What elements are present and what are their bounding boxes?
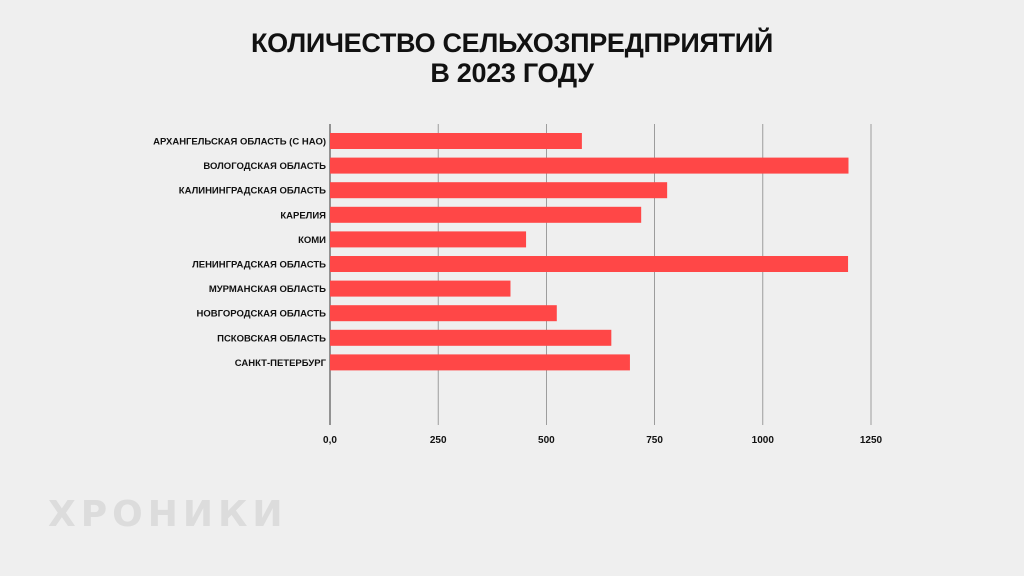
category-label: КАЛИНИНГРАДСКАЯ ОБЛАСТЬ <box>179 186 326 197</box>
bar <box>330 133 582 149</box>
x-tick-label: 250 <box>430 435 447 446</box>
category-label: ВОЛОГОДСКАЯ ОБЛАСТЬ <box>203 161 326 172</box>
x-tick-label: 500 <box>538 435 555 446</box>
bar <box>330 280 511 297</box>
bar <box>330 305 557 322</box>
category-label: САНКТ-ПЕТЕРБУРГ <box>235 358 327 369</box>
bar <box>330 206 642 223</box>
x-tick-label: 1000 <box>752 435 775 446</box>
chart-title: КОЛИЧЕСТВО СЕЛЬХОЗПРЕДПРИЯТИЙ В 2023 ГОД… <box>0 28 1024 88</box>
category-label: НОВГОРОДСКАЯ ОБЛАСТЬ <box>196 309 326 320</box>
category-label: МУРМАНСКАЯ ОБЛАСТЬ <box>209 284 326 295</box>
category-label: КАРЕЛИЯ <box>280 210 326 221</box>
category-label: ЛЕНИНГРАДСКАЯ ОБЛАСТЬ <box>192 260 326 271</box>
chart-title-line-1: КОЛИЧЕСТВО СЕЛЬХОЗПРЕДПРИЯТИЙ <box>251 28 773 58</box>
bar <box>330 157 849 174</box>
bar <box>330 231 527 248</box>
watermark-logo: ХРОНИКИ <box>48 494 288 535</box>
category-label: КОМИ <box>298 235 326 246</box>
category-label: ПСКОВСКАЯ ОБЛАСТЬ <box>217 333 326 344</box>
chart-title-line-2: В 2023 ГОДУ <box>430 58 594 88</box>
bar <box>330 354 630 371</box>
x-tick-label: 750 <box>646 435 663 446</box>
category-label: АРХАНГЕЛЬСКАЯ ОБЛАСТЬ (С НАО) <box>153 137 326 148</box>
bar <box>330 256 849 272</box>
bar <box>330 329 612 346</box>
x-tick-label: 1250 <box>860 435 883 446</box>
bar <box>330 182 668 199</box>
x-tick-label: 0,0 <box>323 435 337 446</box>
